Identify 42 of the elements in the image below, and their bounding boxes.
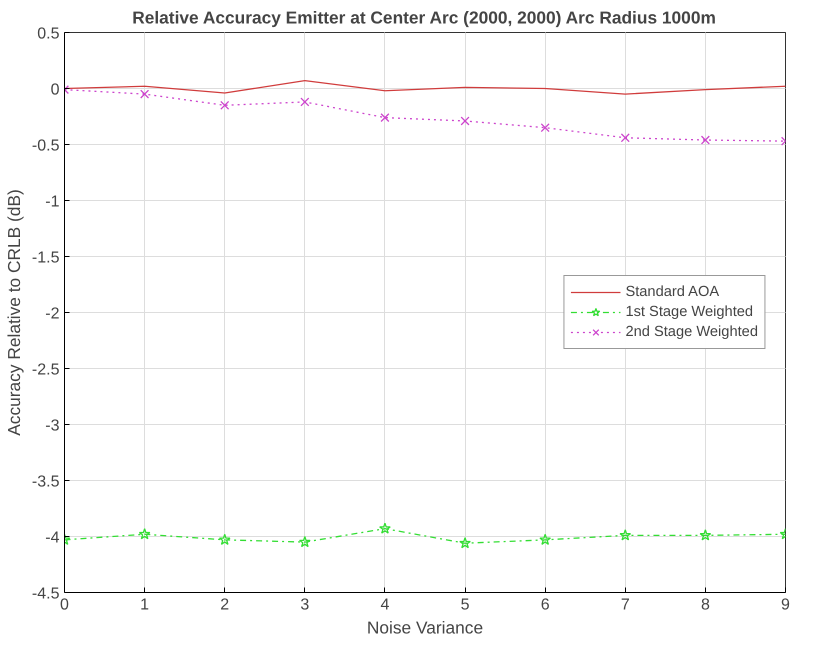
point	[380, 113, 390, 122]
point	[300, 97, 310, 106]
point	[620, 133, 630, 142]
x-tick-label: 3	[300, 596, 310, 614]
chart-title: Relative Accuracy Emitter at Center Arc (2000, 2000) Arc Radius 1000m	[132, 8, 716, 28]
point	[298, 536, 311, 548]
point	[220, 100, 230, 110]
y-tick-label: 0	[50, 82, 60, 98]
point	[459, 537, 471, 548]
point	[700, 529, 712, 540]
legend-label: Standard AOA	[625, 284, 720, 300]
x-tick-label: 4	[380, 596, 390, 614]
x-axis-title: Noise Variance	[366, 618, 484, 638]
legend-label: 1st Stage Weighted	[625, 304, 754, 320]
y-tick-label: -2.5	[32, 362, 60, 378]
legend-label: 2nd Stage Weighted	[625, 324, 758, 340]
x-tick-label: 1	[140, 596, 150, 614]
x-tick-label: 6	[540, 596, 550, 614]
y-tick-label: -4.5	[32, 586, 60, 602]
point	[700, 135, 710, 145]
y-tick-label: -3.5	[32, 474, 60, 490]
x-tick-label: 8	[700, 596, 710, 614]
point	[460, 116, 470, 126]
x-tick-label: 2	[220, 596, 230, 614]
y-tick-label: -3	[45, 418, 60, 434]
x-tick-label: 9	[781, 596, 790, 614]
point	[619, 529, 632, 540]
point	[140, 90, 150, 99]
y-tick-label: -2	[45, 306, 60, 322]
y-axis-title: Accuracy Relative to CRLB (dB)	[4, 189, 24, 436]
y-tick-label: 0.5	[37, 26, 60, 42]
point	[379, 522, 391, 534]
x-tick-label: 5	[460, 596, 470, 614]
point	[138, 528, 150, 540]
point	[540, 123, 550, 132]
y-tick-label: -1.5	[32, 250, 60, 266]
y-tick-label: -0.5	[32, 138, 60, 154]
y-tick-label: -1	[45, 194, 60, 210]
y-tick-label: -4	[45, 530, 60, 546]
point	[218, 534, 231, 545]
point	[539, 534, 552, 545]
x-tick-label: 7	[620, 596, 630, 614]
